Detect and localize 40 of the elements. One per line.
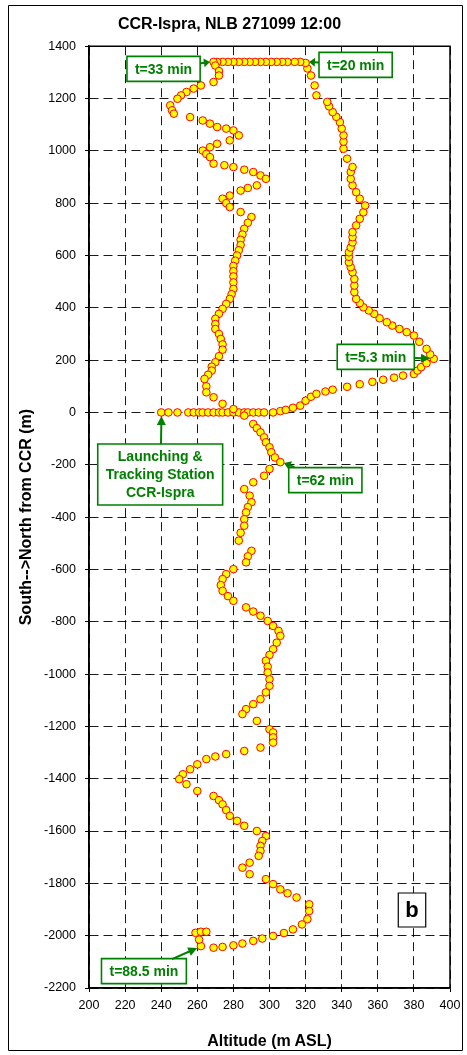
x-tick-label: 320 <box>295 997 317 1012</box>
x-tick-label: 260 <box>186 997 208 1012</box>
annotation: t=62 min <box>296 472 354 489</box>
y-tick-label: -2200 <box>44 980 77 995</box>
x-tick-label: 280 <box>222 997 244 1012</box>
x-tick-label: 380 <box>403 997 425 1012</box>
y-tick-label: 600 <box>55 247 77 262</box>
y-tick-label: -400 <box>50 509 77 524</box>
y-tick-label: -2000 <box>44 928 77 943</box>
y-tick-label: -1600 <box>44 823 77 838</box>
annotation: t=5.3 min <box>345 348 407 365</box>
x-axis-title: Altitude (m ASL) <box>207 1031 332 1049</box>
annotation: t=33 min <box>134 60 193 77</box>
y-tick-label: 200 <box>55 352 77 367</box>
x-tick-label: 240 <box>150 997 172 1012</box>
x-tick-label: 360 <box>367 997 389 1012</box>
y-tick-label: -1000 <box>44 666 77 681</box>
y-tick-label: -1800 <box>44 875 77 890</box>
y-tick-label: -1200 <box>44 718 77 733</box>
annotation: Launching & Tracking Station CCR-Ispra <box>105 448 215 501</box>
y-tick-label: 0 <box>69 404 77 419</box>
y-tick-label: 1400 <box>48 38 77 53</box>
y-tick-label: -600 <box>50 561 77 576</box>
x-tick-label: 300 <box>259 997 280 1012</box>
annotation: t=88.5 min <box>109 963 179 979</box>
x-tick-label: 340 <box>331 997 353 1012</box>
chart-title: CCR-Ispra, NLB 271099 12:00 <box>117 15 342 33</box>
x-tick-label: 200 <box>78 997 100 1012</box>
y-tick-label: -200 <box>50 457 77 472</box>
x-tick-label: 220 <box>114 997 136 1012</box>
annotation: t=20 min <box>327 56 385 73</box>
y-tick-label: -1400 <box>44 771 77 786</box>
y-axis-title: South-->North from CCR (m) <box>17 408 35 626</box>
x-tick-label: 400 <box>439 997 461 1012</box>
annotation: b <box>405 897 419 923</box>
y-tick-label: 1200 <box>48 90 77 105</box>
y-tick-label: 1000 <box>48 143 77 158</box>
y-tick-label: 400 <box>55 300 77 315</box>
y-tick-label: -800 <box>50 614 77 629</box>
y-tick-label: 800 <box>55 195 77 210</box>
